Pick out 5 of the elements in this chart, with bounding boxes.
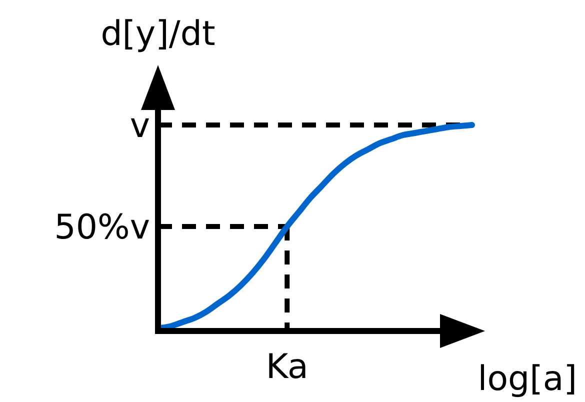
ref-line-label: v (130, 106, 150, 146)
y-axis-title: d[y]/dt (100, 14, 216, 54)
ref-line-label: 50%v (54, 207, 150, 248)
x-axis-title: log[a] (478, 359, 577, 399)
text: Ka (266, 347, 308, 387)
